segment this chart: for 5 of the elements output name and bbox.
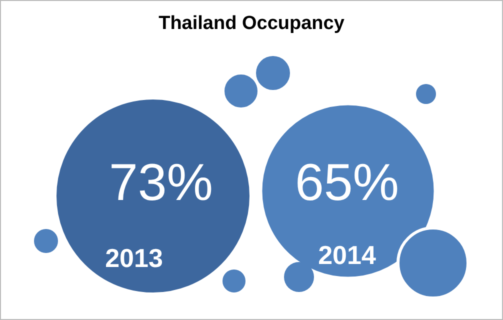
text: Thailand Occupancy	[158, 13, 345, 34]
category-label: 2014	[318, 240, 376, 270]
data-label: 65%	[294, 154, 400, 212]
data-label: 73%	[108, 154, 214, 212]
category-label: 2013	[105, 243, 163, 273]
